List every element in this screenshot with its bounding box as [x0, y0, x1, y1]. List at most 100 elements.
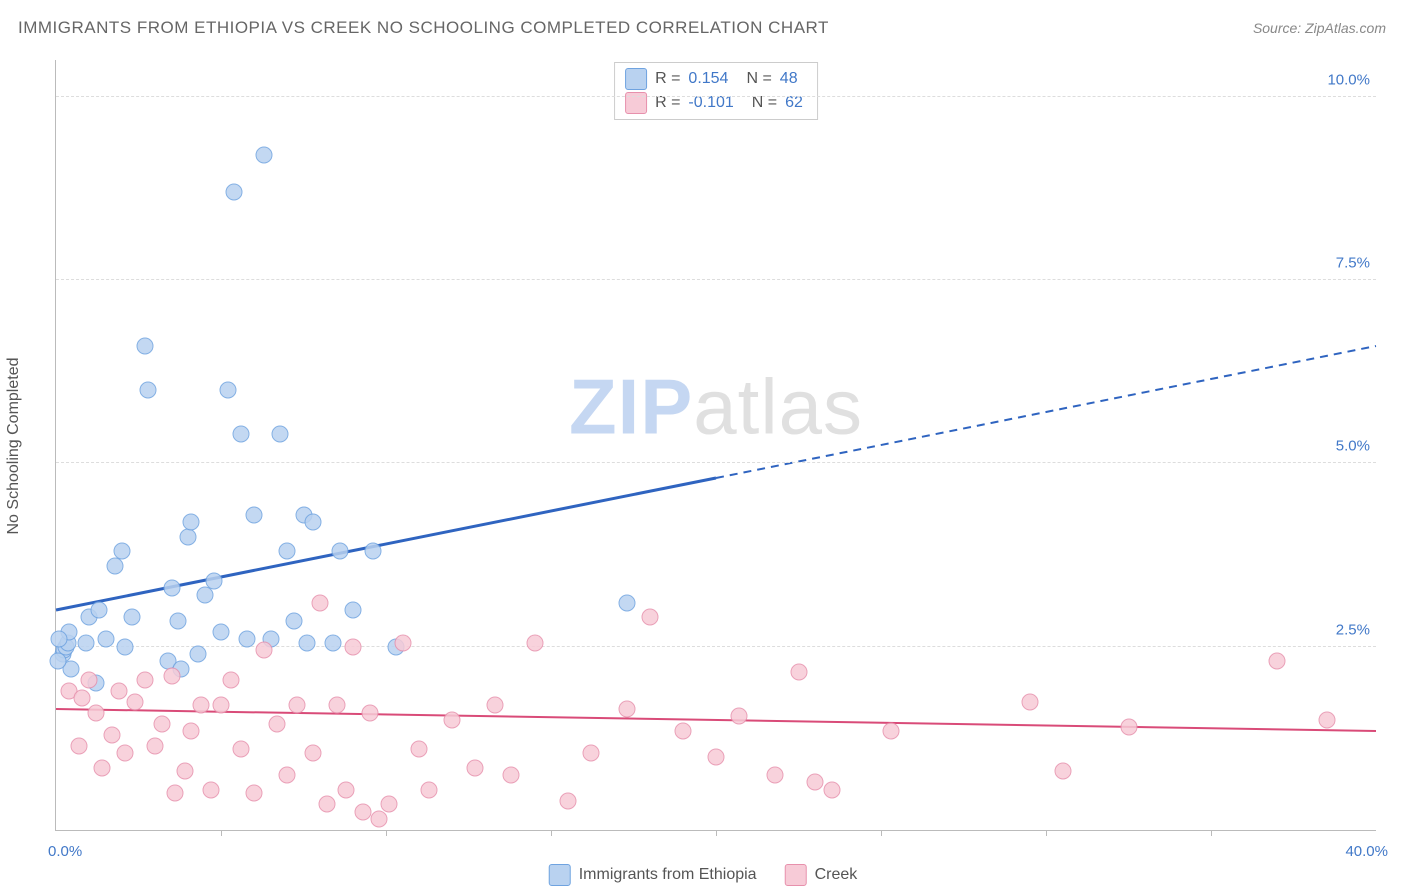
point-ethiopia [183, 514, 200, 531]
point-ethiopia [170, 613, 187, 630]
point-creek [559, 792, 576, 809]
point-creek [147, 737, 164, 754]
trend-line-dashed [716, 346, 1376, 478]
point-creek [312, 594, 329, 611]
point-creek [203, 781, 220, 798]
point-ethiopia [163, 580, 180, 597]
r-label: R = [655, 91, 680, 115]
swatch-ethiopia [625, 68, 647, 90]
point-creek [104, 726, 121, 743]
point-creek [232, 741, 249, 758]
point-creek [183, 723, 200, 740]
point-ethiopia [226, 184, 243, 201]
point-creek [87, 704, 104, 721]
x-tick [1046, 830, 1047, 836]
point-creek [110, 682, 127, 699]
point-creek [503, 767, 520, 784]
point-creek [582, 745, 599, 762]
point-ethiopia [618, 594, 635, 611]
point-creek [394, 635, 411, 652]
trend-line-solid [56, 478, 716, 610]
point-creek [279, 767, 296, 784]
point-ethiopia [97, 631, 114, 648]
y-tick-label: 5.0% [1336, 438, 1370, 455]
swatch-creek [785, 864, 807, 886]
y-tick-label: 10.0% [1327, 71, 1370, 88]
point-creek [222, 671, 239, 688]
point-creek [81, 671, 98, 688]
point-ethiopia [325, 635, 342, 652]
point-ethiopia [239, 631, 256, 648]
point-ethiopia [246, 506, 263, 523]
watermark-atlas: atlas [693, 362, 863, 450]
legend-row-creek: R = -0.101 N = 62 [625, 91, 803, 115]
point-ethiopia [206, 572, 223, 589]
r-value-creek: -0.101 [688, 91, 733, 115]
r-label: R = [655, 67, 680, 91]
point-creek [163, 668, 180, 685]
point-creek [74, 690, 91, 707]
point-creek [642, 609, 659, 626]
point-ethiopia [219, 382, 236, 399]
point-ethiopia [305, 514, 322, 531]
x-tick [881, 830, 882, 836]
point-creek [318, 796, 335, 813]
point-creek [328, 697, 345, 714]
point-creek [71, 737, 88, 754]
legend-row-ethiopia: R = 0.154 N = 48 [625, 67, 803, 91]
point-creek [94, 759, 111, 776]
point-ethiopia [180, 528, 197, 545]
point-creek [1318, 712, 1335, 729]
point-ethiopia [196, 587, 213, 604]
point-ethiopia [49, 653, 66, 670]
point-creek [213, 697, 230, 714]
point-ethiopia [232, 426, 249, 443]
point-creek [444, 712, 461, 729]
legend-label-creek: Creek [815, 866, 858, 884]
point-creek [153, 715, 170, 732]
point-ethiopia [255, 147, 272, 164]
point-creek [361, 704, 378, 721]
y-tick-label: 2.5% [1336, 621, 1370, 638]
point-creek [371, 811, 388, 828]
point-creek [767, 767, 784, 784]
point-ethiopia [51, 631, 68, 648]
watermark: ZIPatlas [569, 361, 863, 452]
point-ethiopia [364, 543, 381, 560]
point-creek [381, 796, 398, 813]
x-tick [386, 830, 387, 836]
point-creek [467, 759, 484, 776]
x-tick [551, 830, 552, 836]
gridline [56, 646, 1376, 647]
point-creek [345, 638, 362, 655]
watermark-zip: ZIP [569, 362, 693, 450]
point-creek [411, 741, 428, 758]
gridline [56, 96, 1376, 97]
y-axis-label: No Schooling Completed [5, 358, 23, 535]
point-creek [127, 693, 144, 710]
point-creek [255, 642, 272, 659]
x-tick [1211, 830, 1212, 836]
point-ethiopia [90, 602, 107, 619]
n-value-creek: 62 [785, 91, 803, 115]
plot-area: ZIPatlas R = 0.154 N = 48 R = -0.101 N =… [55, 60, 1376, 831]
x-axis-max-label: 40.0% [1345, 843, 1388, 860]
swatch-ethiopia [549, 864, 571, 886]
point-creek [1120, 719, 1137, 736]
legend-label-ethiopia: Immigrants from Ethiopia [579, 866, 757, 884]
point-creek [246, 785, 263, 802]
n-label: N = [746, 67, 771, 91]
point-ethiopia [117, 638, 134, 655]
point-creek [486, 697, 503, 714]
point-creek [1021, 693, 1038, 710]
point-creek [675, 723, 692, 740]
source-attribution: Source: ZipAtlas.com [1253, 20, 1386, 36]
point-ethiopia [140, 382, 157, 399]
point-creek [137, 671, 154, 688]
point-ethiopia [345, 602, 362, 619]
point-creek [193, 697, 210, 714]
point-creek [269, 715, 286, 732]
legend-item-creek: Creek [785, 864, 858, 886]
point-ethiopia [298, 635, 315, 652]
point-creek [882, 723, 899, 740]
